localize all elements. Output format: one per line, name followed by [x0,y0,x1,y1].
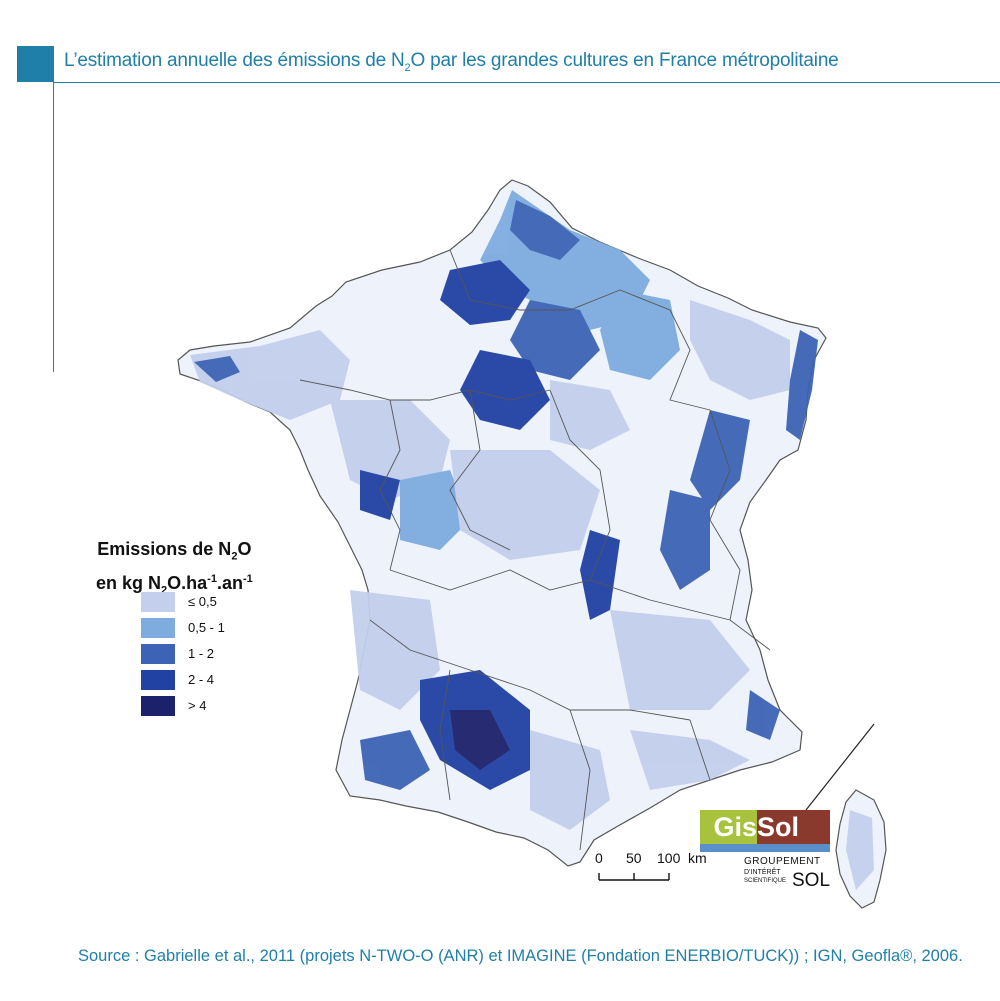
scale-label-100: 100 [657,850,681,866]
legend-label: ≤ 0,5 [188,594,217,609]
legend-swatch [141,644,175,664]
logo-line2: D’INTÉRÊT [744,869,781,876]
corsica-leader-line [805,723,875,811]
legend-label: > 4 [188,698,207,713]
emission-zones [190,190,874,890]
scale-label-50: 50 [626,850,642,866]
page-title: L’estimation annuelle des émissions de N… [64,50,839,74]
logo-sol-word: SOL [792,870,831,891]
legend-swatch [141,696,175,716]
gissol-logo: Gis Sol GROUPEMENT D’INTÉRÊT SCIENTIFIQU… [700,810,830,892]
scale-bar-graphic [598,873,670,881]
logo-sol: Sol [757,810,830,844]
logo-line1: GROUPEMENT [744,856,821,867]
legend-swatch [141,592,175,612]
header-horizontal-rule [53,82,1000,83]
legend-swatch [141,670,175,690]
logo-gis: Gis [700,810,757,844]
legend-label: 1 - 2 [188,646,215,661]
logo-stripe [700,844,830,852]
legend-label: 2 - 4 [188,672,215,687]
header-accent-square [17,46,53,82]
scale-label-0: 0 [595,850,603,866]
source-citation: Source : Gabrielle et al., 2011 (projets… [78,947,963,965]
region-boundaries [299,249,771,851]
legend-title: Emissions de N2O en kg N2O.ha-1.an-1 [96,539,253,597]
header-vertical-rule [53,46,54,372]
legend-swatch [141,618,175,638]
scale-unit: km [688,850,707,866]
france-emissions-map [177,179,887,909]
logo-line3: SCIENTIFIQUE [744,878,787,884]
legend-label: 0,5 - 1 [188,620,225,635]
